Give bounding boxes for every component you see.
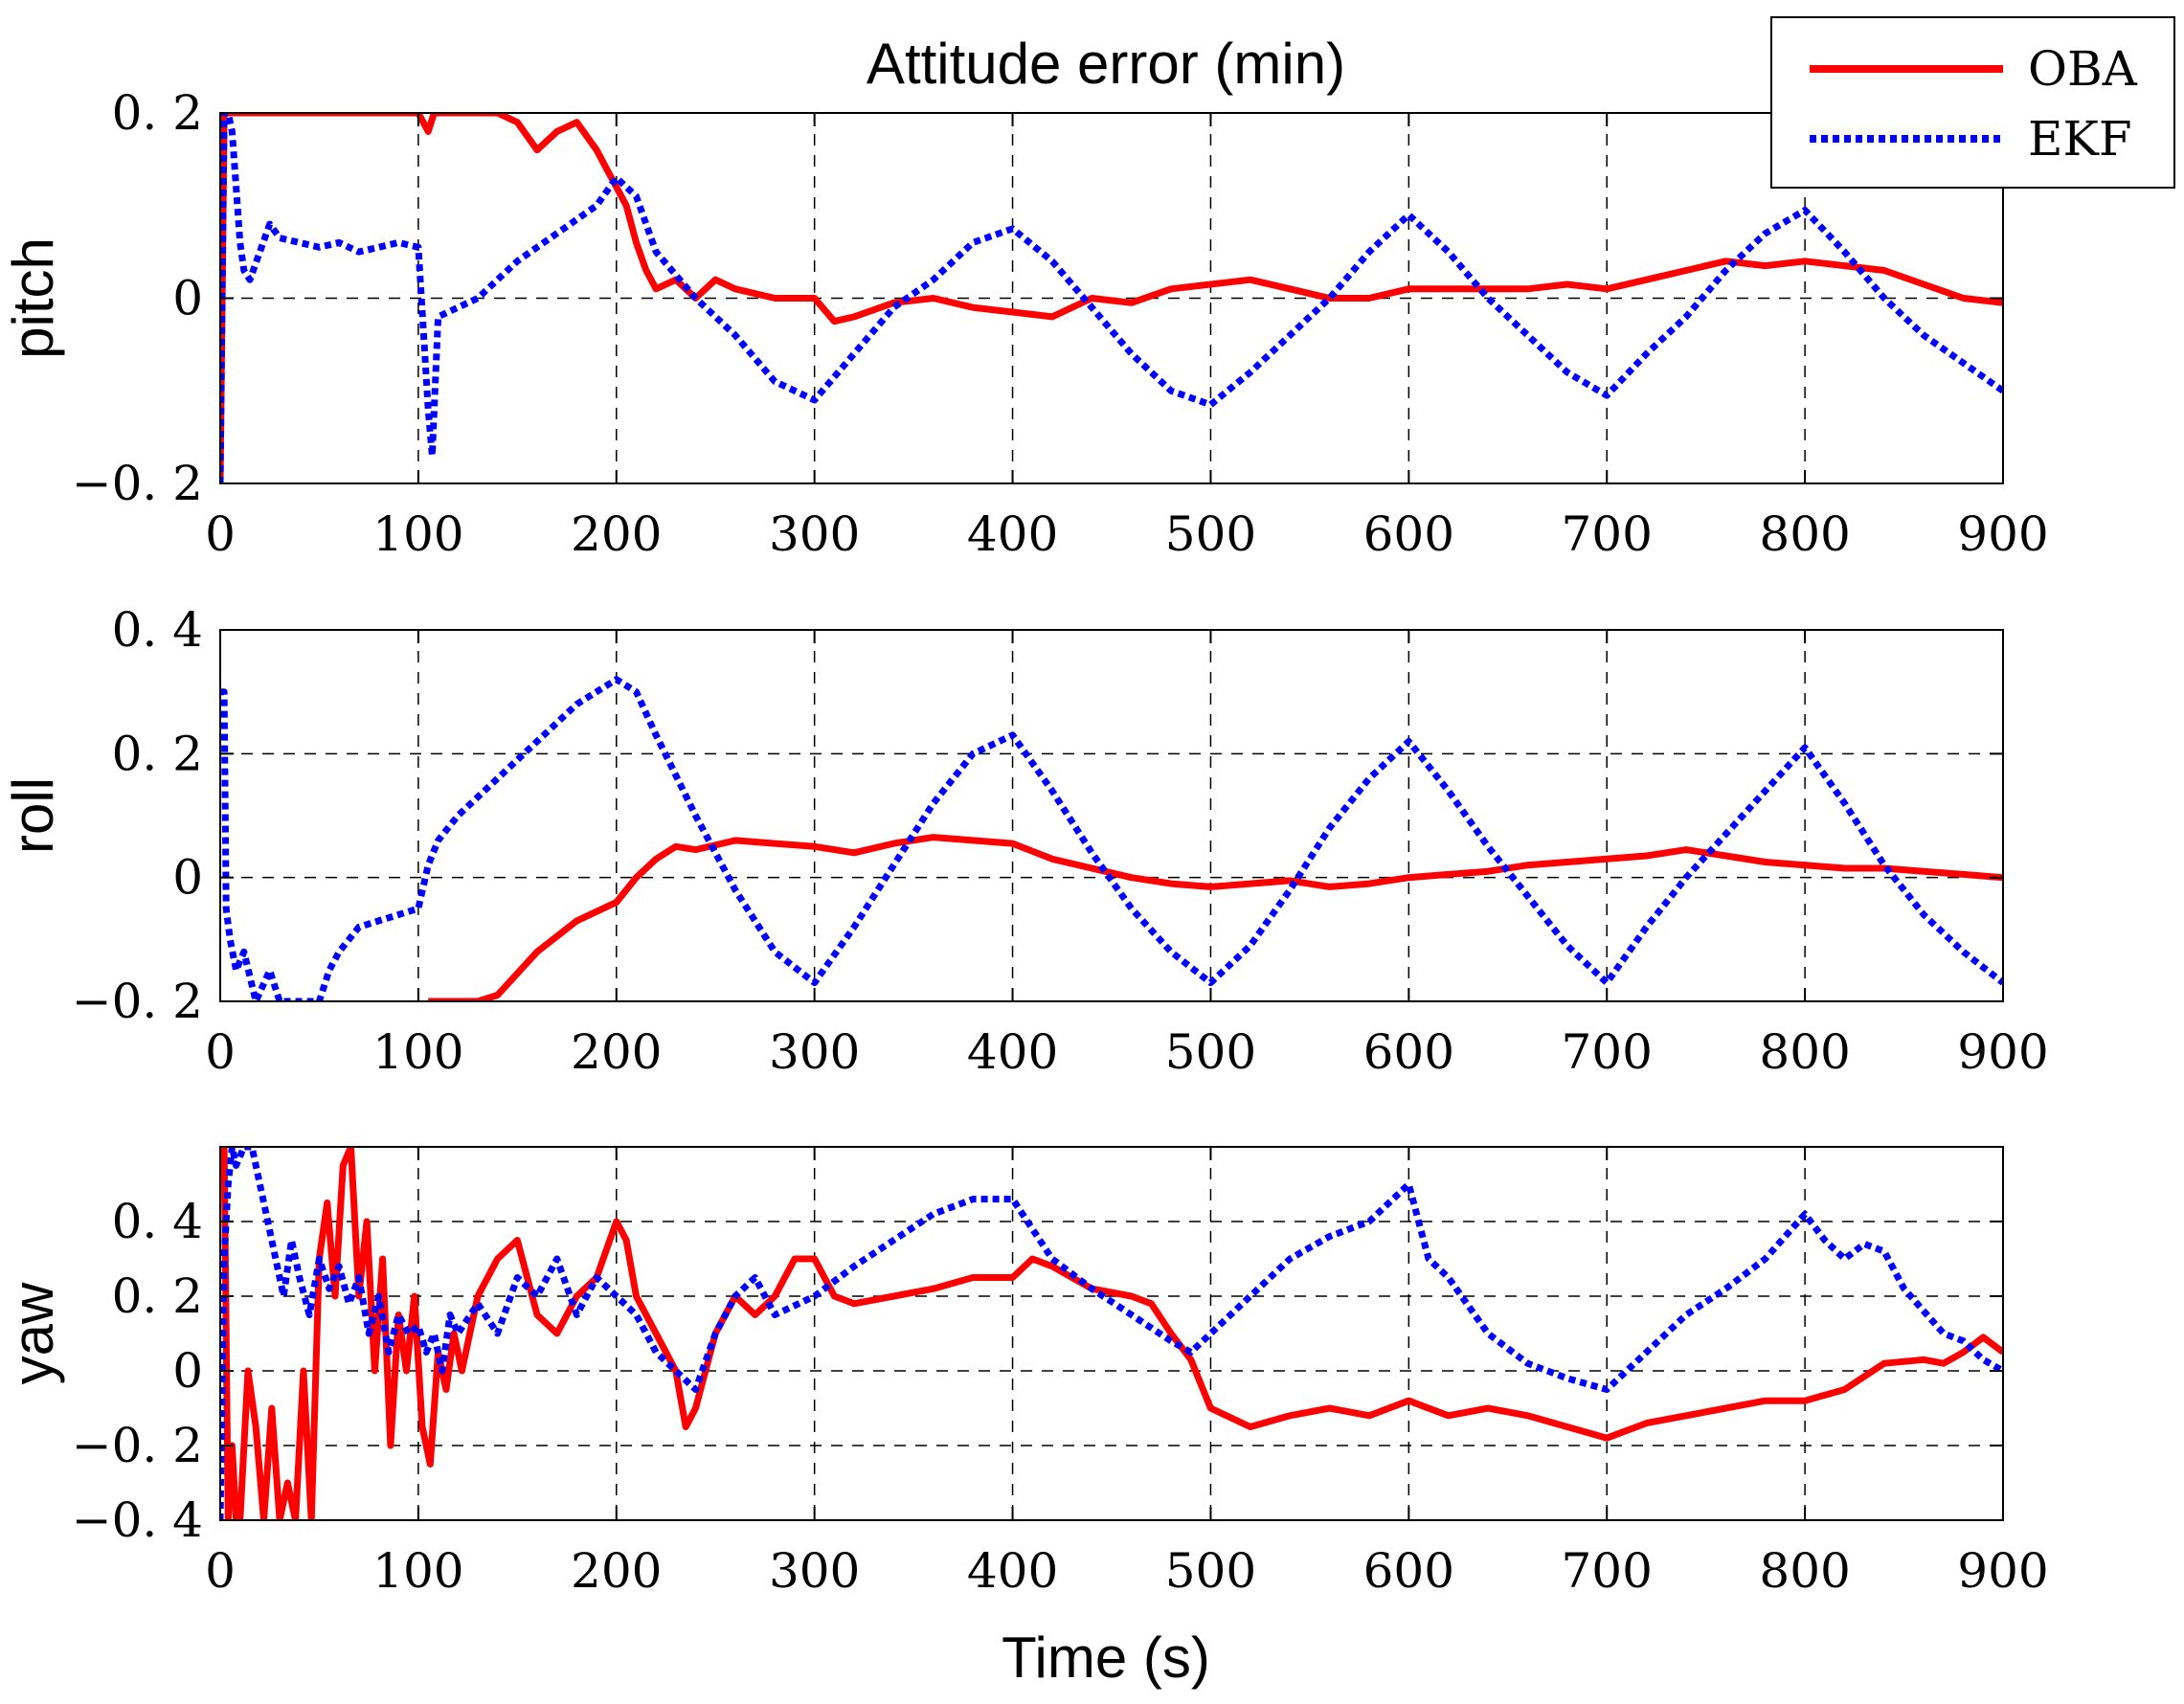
x-tick-label-800: 800 — [1759, 1024, 1850, 1080]
x-tick-label-100: 100 — [372, 1543, 463, 1599]
chart-title: Attitude error (min) — [867, 32, 1345, 96]
y-tick-label-0.2: 0. 2 — [112, 85, 203, 141]
x-tick-label-600: 600 — [1363, 1024, 1454, 1080]
x-tick-label-400: 400 — [967, 1024, 1058, 1080]
y-tick-label-0: 0 — [172, 1343, 203, 1399]
panel-pitch: 0 100 200 300 400 500 600 700 800 900−0. 200. 2pi… — [1, 85, 2049, 562]
y-tick-label-0: 0 — [172, 850, 203, 906]
x-tick-label-100: 100 — [372, 506, 463, 562]
x-tick-label-0: 0 — [205, 1543, 236, 1599]
x-tick-label-900: 900 — [1957, 1024, 2048, 1080]
x-tick-label-900: 900 — [1957, 506, 2048, 562]
y-tick-label--0.2: −0. 2 — [72, 1418, 203, 1473]
x-tick-label-400: 400 — [967, 1543, 1058, 1599]
plot-area-yaw — [220, 1147, 2003, 1520]
y-tick-label--0.2: −0. 2 — [72, 456, 203, 511]
x-tick-label-100: 100 — [372, 1024, 463, 1080]
x-tick-label-500: 500 — [1165, 1024, 1256, 1080]
series-oba-pitch — [220, 113, 2003, 483]
x-tick-label-300: 300 — [769, 1024, 860, 1080]
y-tick-label-0.2: 0. 2 — [112, 1268, 203, 1324]
x-tick-label-500: 500 — [1165, 506, 1256, 562]
x-tick-label-300: 300 — [769, 1543, 860, 1599]
panels: 0 100 200 300 400 500 600 700 800 900−0. 200. 2pi… — [1, 85, 2049, 1599]
axes-box-yaw — [219, 1146, 2004, 1521]
series-ekf-pitch — [220, 113, 2003, 483]
panel-roll: 0 100 200 300 400 500 600 700 800 900−0. 200. 20.… — [1, 602, 2049, 1080]
series-group-pitch — [220, 113, 2003, 483]
x-tick-label-800: 800 — [1759, 506, 1850, 562]
y-axis-label-roll: roll — [1, 777, 65, 854]
x-tick-label-0: 0 — [205, 506, 236, 562]
panel-yaw: 0 100 200 300 400 500 600 700 800 900 −0. 4 −0. 2 0 0… — [1, 1146, 2049, 1599]
x-tick-label-700: 700 — [1562, 1024, 1653, 1080]
y-tick-label-0: 0 — [172, 271, 203, 326]
x-tick-label-600: 600 — [1363, 506, 1454, 562]
x-tick-label-0: 0 — [205, 1024, 236, 1080]
series-ekf-roll — [220, 676, 2003, 1001]
legend-label-oba: OBA — [2028, 41, 2138, 97]
y-axis-label-pitch: pitch — [1, 237, 65, 359]
legend-label-ekf: EKF — [2028, 111, 2132, 167]
x-tick-label-400: 400 — [967, 506, 1058, 562]
x-axis-label: Time (s) — [1002, 1626, 1210, 1690]
series-group-yaw — [220, 1147, 2003, 1520]
x-tick-label-700: 700 — [1562, 506, 1653, 562]
x-tick-label-300: 300 — [769, 506, 860, 562]
x-tick-label-600: 600 — [1363, 1543, 1454, 1599]
x-tick-label-200: 200 — [571, 506, 662, 562]
y-tick-label-0.4: 0. 4 — [112, 602, 203, 658]
y-tick-label--0.2: −0. 2 — [72, 974, 203, 1029]
legend: OBA EKF — [1770, 16, 2175, 189]
x-tick-label-200: 200 — [571, 1024, 662, 1080]
y-tick-label--0.4: −0. 4 — [72, 1492, 203, 1548]
y-axis-label-yaw: yaw — [1, 1282, 65, 1384]
x-tick-label-500: 500 — [1165, 1543, 1256, 1599]
axes-box-roll — [219, 629, 2004, 1002]
series-oba-roll — [428, 834, 2003, 1001]
y-tick-label-0.4: 0. 4 — [112, 1194, 203, 1249]
x-tick-label-700: 700 — [1562, 1543, 1653, 1599]
series-group-roll — [220, 676, 2003, 1001]
legend-box — [1770, 16, 2175, 189]
y-tick-label-0.2: 0. 2 — [112, 726, 203, 781]
plot-area-roll — [220, 630, 2003, 1001]
x-tick-label-200: 200 — [571, 1543, 662, 1599]
x-tick-label-800: 800 — [1759, 1543, 1850, 1599]
series-oba-yaw — [220, 1147, 2003, 1520]
x-tick-label-900: 900 — [1957, 1543, 2048, 1599]
